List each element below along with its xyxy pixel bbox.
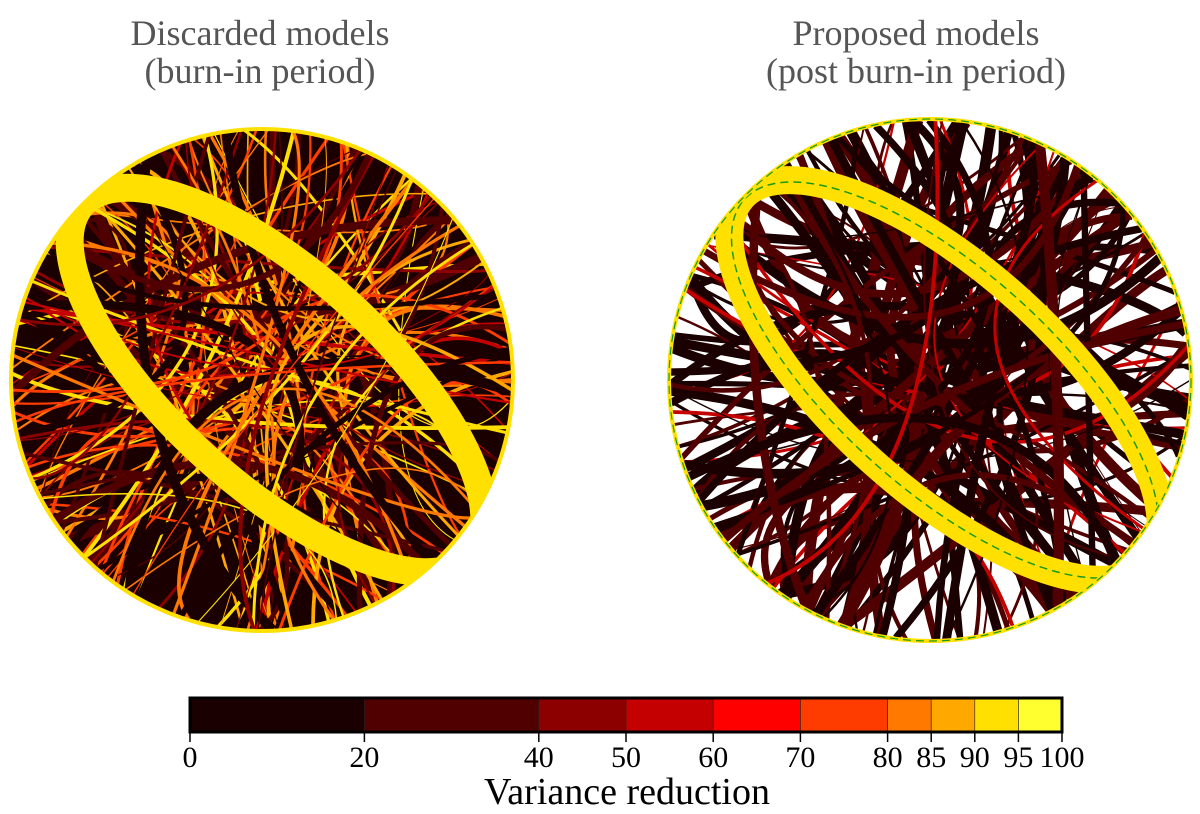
colorbar-bin <box>625 697 714 733</box>
ray-path <box>686 413 1121 563</box>
colorbar-bin <box>538 697 627 733</box>
ray-path <box>125 467 481 591</box>
title-line: Proposed models <box>792 13 1040 53</box>
ray-path <box>715 120 993 533</box>
ray-path <box>172 131 301 615</box>
colorbar-tick-label: 50 <box>611 741 641 774</box>
ray-path <box>748 184 811 611</box>
ray-path <box>342 143 461 535</box>
ray-path <box>84 179 414 559</box>
ray-path <box>727 166 1086 298</box>
ray-path <box>683 120 975 464</box>
ray-path <box>19 149 362 327</box>
colorbar-tick-label: 85 <box>916 741 947 774</box>
ray-path <box>835 135 1068 604</box>
panel-border <box>9 127 515 633</box>
left-panel <box>9 127 515 633</box>
right-panel-title: Proposed models (post burn-in period) <box>656 14 1176 90</box>
colorbar-tick-label: 100 <box>1039 741 1085 774</box>
ray-path <box>257 168 398 630</box>
ray-path <box>221 132 436 566</box>
ray-path <box>679 158 1073 460</box>
ray-path <box>356 324 508 611</box>
colorbar-tick-label: 70 <box>785 741 816 774</box>
ray-path <box>713 205 1126 529</box>
ray-path <box>813 141 1039 617</box>
ray-path <box>238 155 375 630</box>
colorbar-bin <box>1018 697 1063 733</box>
ray-path <box>60 217 133 531</box>
title-line: Discarded models <box>130 13 390 53</box>
right-panel <box>667 117 1193 643</box>
colorbar <box>188 696 1064 742</box>
ray-path <box>783 161 1085 594</box>
ray-path <box>44 502 383 601</box>
ray-path <box>715 224 1163 349</box>
colorbar-tick-label: 95 <box>1003 741 1034 774</box>
ray-path <box>54 152 373 293</box>
colorbar-bin <box>189 697 365 733</box>
title-line: (burn-in period) <box>144 51 376 91</box>
ray-path <box>311 370 512 625</box>
title-line: (post burn-in period) <box>766 51 1066 91</box>
ray-path <box>722 320 1185 543</box>
ray-path <box>398 188 455 541</box>
ray-path <box>17 161 189 437</box>
ray-path <box>251 243 473 630</box>
ray-path <box>1034 143 1065 607</box>
colorbar-bin <box>800 697 888 733</box>
colorbar-bin <box>364 697 540 733</box>
ray-path <box>93 135 211 567</box>
colorbar-tick-label: 90 <box>959 741 990 774</box>
true-model-line <box>668 118 1192 642</box>
colorbar-tick-label: 40 <box>523 741 554 774</box>
colorbar-label: Variance reduction <box>484 771 770 813</box>
colorbar-tick-label: 60 <box>698 741 729 774</box>
colorbar-bin <box>887 697 932 733</box>
colorbar-bin <box>712 697 801 733</box>
colorbar-bin <box>930 697 976 733</box>
ray-path <box>272 224 460 621</box>
ray-path <box>201 136 459 537</box>
left-panel-title: Discarded models (burn-in period) <box>0 14 520 90</box>
ray-path <box>779 163 1184 397</box>
colorbar-tick-label: 80 <box>872 741 903 774</box>
ray-path <box>12 353 471 520</box>
colorbar-bin <box>974 697 1019 733</box>
colorbar-tick-label: 0 <box>182 741 198 774</box>
colorbar-tick-label: 20 <box>349 741 380 774</box>
